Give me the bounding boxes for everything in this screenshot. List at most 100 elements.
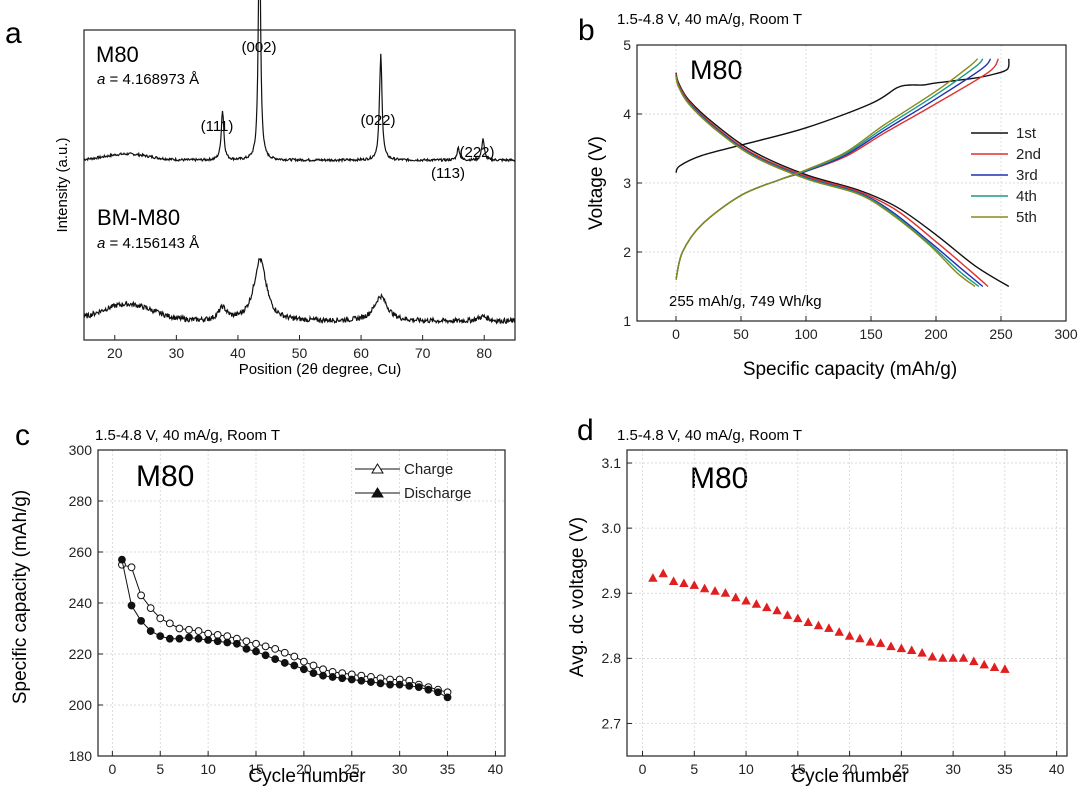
panel-c-data-point (443, 693, 452, 702)
panel-d-data-point (948, 653, 958, 662)
panel-c-data-point (386, 680, 394, 689)
panel-a-x-tick-label: 30 (169, 345, 185, 361)
panel-c-data-point (185, 633, 193, 642)
panel-d-y-tick-label: 3.1 (602, 455, 622, 471)
panel-d-data-point (772, 605, 782, 615)
panel-b-legend-label: 1st (1016, 125, 1037, 142)
panel-b-y-tick-label: 4 (623, 106, 631, 122)
panel-d-data-point (844, 631, 855, 640)
panel-d-data-point (1000, 664, 1010, 673)
panel-a-series-2-name: BM-M80 (97, 205, 180, 230)
panel-d-data-point (741, 595, 751, 605)
panel-c-x-tick-label: 20 (296, 761, 312, 777)
panel-c-data-point (338, 674, 347, 683)
panel-c-data-point (309, 669, 318, 678)
panel-b-legend-label: 4th (1016, 188, 1037, 205)
panel-c-data-point (175, 634, 184, 643)
panel-c-data-point (357, 676, 366, 685)
panel-c-data-point (414, 683, 423, 692)
panel-b-x-tick-label: 50 (733, 326, 749, 342)
panel-c-capacity-cycling-chart: c 1.5-4.8 V, 40 mA/g, Room T M80 Cycle n… (10, 419, 506, 787)
panel-d-data-point (917, 647, 927, 657)
panel-b-y-tick-label: 3 (623, 175, 631, 191)
panel-d-x-tick-label: 0 (639, 761, 647, 777)
panel-b-series-1-discharge-line (675, 72, 1010, 288)
panel-d-label: d (577, 414, 594, 447)
peak-label-022: (022) (360, 112, 395, 129)
panel-d-sample-label: M80 (690, 462, 748, 495)
panel-c-data-point (299, 657, 308, 666)
panel-c-data-point (261, 651, 270, 660)
panel-b-x-tick-label: 100 (794, 326, 818, 342)
panel-c-data-point (299, 665, 308, 674)
panel-a-label: a (5, 17, 22, 50)
panel-c-data-point (204, 629, 213, 638)
panel-b-y-axis-label: Voltage (V) (586, 136, 607, 230)
panel-d-data-point (979, 659, 989, 669)
panel-c-data-point (405, 681, 414, 690)
panel-b-x-tick-label: 250 (989, 326, 1013, 342)
panel-d-y-tick-label: 2.8 (602, 650, 622, 666)
panel-c-data-point (347, 675, 356, 684)
panel-d-x-tick-label: 35 (997, 761, 1013, 777)
panel-c-x-tick-label: 40 (488, 761, 504, 777)
panel-c-sample-label: M80 (136, 460, 194, 493)
panel-b-annotation: 255 mAh/g, 749 Wh/kg (669, 293, 822, 310)
panel-c-legend-label: Discharge (404, 485, 472, 502)
panel-c-data-point (319, 671, 327, 680)
panel-d-data-point (875, 638, 886, 647)
panel-c-data-point (242, 645, 251, 653)
panel-d-x-axis-label: Cycle number (791, 766, 909, 787)
panel-b-label: b (578, 14, 595, 47)
panel-c-x-tick-label: 15 (248, 761, 264, 777)
panel-b-legend-label: 3rd (1016, 167, 1038, 184)
panel-d-data-point (679, 578, 689, 587)
panel-d-y-axis-label: Avg. dc voltage (V) (567, 517, 588, 677)
panel-c-data-point (185, 625, 193, 634)
panel-c-x-tick-label: 10 (200, 761, 216, 777)
panel-b-series-3-discharge-line (675, 75, 984, 288)
panel-c-data-point (309, 661, 318, 670)
panel-c-data-point (204, 636, 213, 644)
panel-d-data-point (782, 610, 793, 619)
panel-c-legend-label: Charge (404, 461, 453, 478)
panel-c-data-point (367, 678, 375, 686)
panel-d-x-tick-label: 10 (738, 761, 754, 777)
panel-b-x-axis-label: Specific capacity (mAh/g) (743, 359, 957, 380)
panel-b-x-tick-label: 0 (672, 326, 680, 342)
panel-b-series-4-charge-line (675, 58, 984, 280)
panel-a-xrd-chart: a M80 a = 4.168973 Å BM-M80 a = 4.156143… (5, 0, 516, 378)
panel-b-y-tick-label: 1 (623, 313, 631, 329)
panel-d-data-point (720, 588, 731, 597)
panel-d-x-tick-label: 5 (690, 761, 698, 777)
panel-c-data-point (376, 679, 385, 688)
panel-d-avg-voltage-chart: d 1.5-4.8 V, 40 mA/g, Room T M80 Cycle n… (567, 414, 1068, 787)
panel-b-y-tick-label: 2 (623, 244, 631, 260)
panel-c-data-point (165, 619, 174, 628)
peak-label-113: (113) (431, 165, 465, 182)
panel-d-data-point (969, 656, 979, 666)
panel-d-data-point (710, 586, 720, 595)
panel-c-data-point (146, 627, 155, 635)
panel-b-series-5-discharge-line (675, 76, 976, 288)
panel-c-label: c (15, 419, 30, 452)
panel-d-data-point (648, 573, 658, 582)
panel-d-y-tick-label: 2.9 (602, 585, 622, 601)
panel-c-data-point (290, 652, 299, 661)
panel-b-x-tick-label: 200 (924, 326, 948, 342)
panel-c-data-point (271, 655, 280, 663)
panel-c-data-point (213, 637, 222, 646)
peak-label-111: (111) (201, 118, 234, 135)
panel-d-y-tick-label: 3.0 (602, 520, 622, 536)
panel-d-plot-frame (626, 449, 1068, 757)
panel-d-data-point (658, 568, 668, 578)
panel-c-x-tick-label: 35 (440, 761, 456, 777)
panel-c-data-point (252, 647, 260, 656)
panel-d-data-point (730, 592, 741, 602)
panel-a-x-tick-label: 70 (415, 345, 431, 361)
panel-c-data-point (290, 661, 299, 670)
panel-c-data-point (118, 555, 126, 564)
panel-c-data-point (280, 648, 289, 657)
panel-d-data-point (751, 599, 762, 608)
panel-d-x-tick-label: 25 (894, 761, 910, 777)
